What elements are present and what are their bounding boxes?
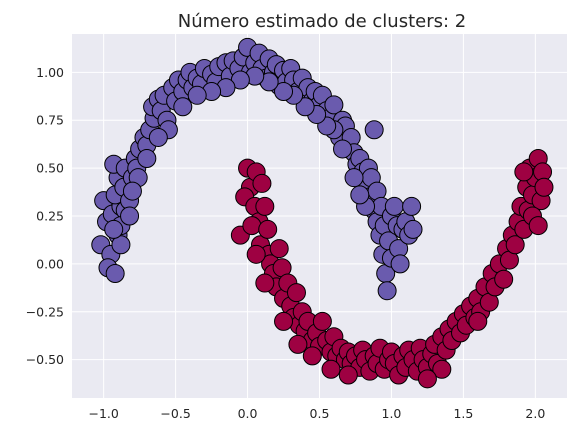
cluster-2-point xyxy=(312,311,332,331)
cluster-1-point xyxy=(173,97,193,117)
cluster-1-point xyxy=(333,139,353,159)
x-tick-label: 0.5 xyxy=(310,406,330,421)
cluster-2-point xyxy=(242,216,262,236)
cluster-1-point xyxy=(148,127,168,147)
x-tick-label: 1.0 xyxy=(382,406,402,421)
cluster-2-point xyxy=(274,311,294,331)
data-points xyxy=(91,37,554,389)
tick-labels: −1.0 −0.5 0.0 0.5 1.0 1.5 2.0 −0.50 −0.25 0.00 0.2… xyxy=(26,65,546,421)
cluster-2-point xyxy=(269,239,289,259)
cluster-1-point xyxy=(104,219,124,239)
x-tick-label: −1.0 xyxy=(88,406,118,421)
cluster-2-point xyxy=(338,365,358,385)
y-tick-label: −0.50 xyxy=(26,352,64,367)
cluster-1-point xyxy=(137,149,157,169)
cluster-2-point xyxy=(255,273,275,293)
y-tick-label: 0.00 xyxy=(36,256,64,271)
y-tick-label: 1.00 xyxy=(36,65,64,80)
x-tick-label: 0.0 xyxy=(238,406,258,421)
cluster-2-point xyxy=(246,244,266,264)
cluster-1-point xyxy=(403,219,423,239)
cluster-2-point xyxy=(534,177,554,197)
y-tick-label: 0.75 xyxy=(36,113,64,128)
cluster-2-point xyxy=(468,311,488,331)
cluster-1-point xyxy=(377,281,397,301)
cluster-2-point xyxy=(288,334,308,354)
cluster-1-point xyxy=(187,85,207,105)
y-tick-label: −0.25 xyxy=(26,304,64,319)
cluster-2-point xyxy=(255,196,275,216)
cluster-2-point xyxy=(417,369,437,389)
cluster-2-point xyxy=(432,359,452,379)
cluster-2-point xyxy=(258,219,278,239)
y-tick-label: 0.25 xyxy=(36,209,64,224)
cluster-2-point xyxy=(514,162,534,182)
cluster-2-point xyxy=(321,359,341,379)
cluster-1-point xyxy=(105,263,125,283)
cluster-2-point xyxy=(286,283,306,303)
chart-title: Número estimado de clusters: 2 xyxy=(178,11,467,32)
cluster-1-point xyxy=(350,185,370,205)
cluster-1-point xyxy=(295,97,315,117)
cluster-1-point xyxy=(274,81,294,101)
cluster-2-point xyxy=(252,173,272,193)
cluster-1-point xyxy=(344,168,364,188)
cluster-2-point xyxy=(302,346,322,366)
cluster-1-point xyxy=(384,196,404,216)
cluster-2-point xyxy=(494,269,514,289)
cluster-1-point xyxy=(120,206,140,226)
cluster-1-point xyxy=(122,181,142,201)
cluster-2-point xyxy=(528,216,548,236)
x-tick-label: 1.5 xyxy=(453,406,473,421)
cluster-1-point xyxy=(402,196,422,216)
y-tick-label: 0.50 xyxy=(36,161,64,176)
x-tick-label: −0.5 xyxy=(160,406,190,421)
cluster-1-point xyxy=(324,95,344,115)
cluster-1-point xyxy=(390,254,410,274)
grid-lines xyxy=(72,34,567,398)
x-tick-label: 2.0 xyxy=(525,406,545,421)
cluster-1-point xyxy=(111,235,131,255)
cluster-2-point xyxy=(505,235,525,255)
cluster-1-point xyxy=(364,120,384,140)
